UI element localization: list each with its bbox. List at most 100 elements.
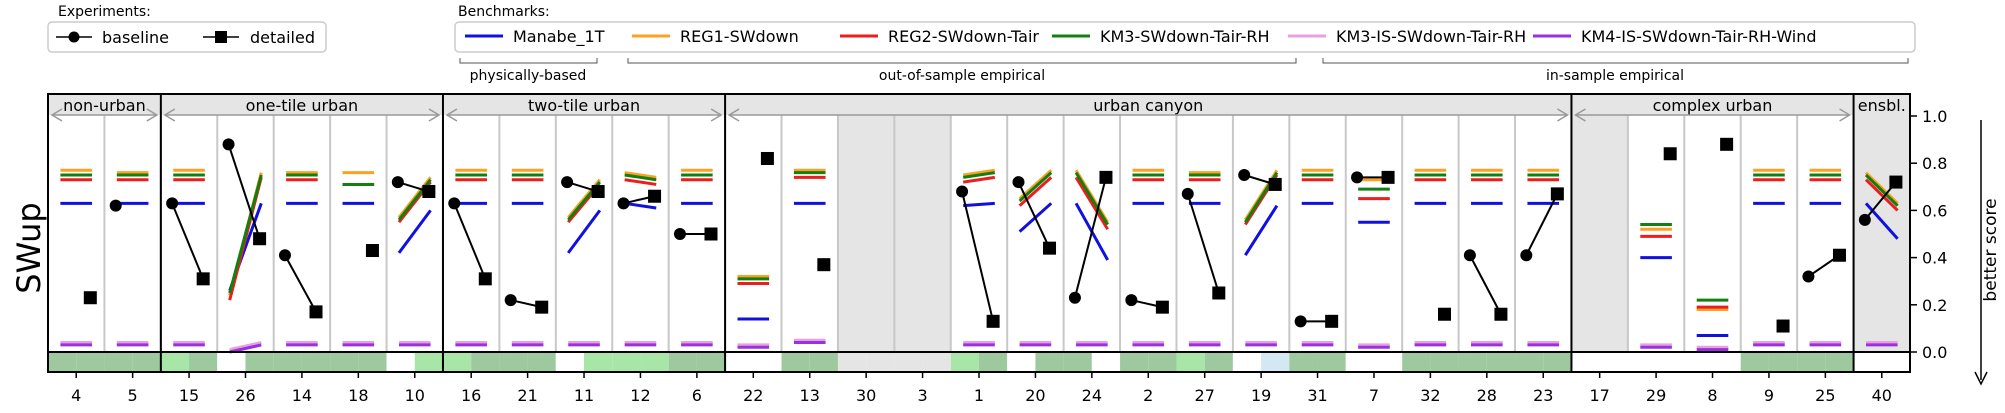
x-tick-label: 18 — [348, 386, 368, 405]
surface-strip — [76, 353, 105, 372]
baseline-point — [1520, 249, 1533, 262]
surface-strip — [584, 353, 613, 372]
detailed-point — [1099, 170, 1113, 184]
x-tick-label: 2 — [1143, 386, 1153, 405]
surface-strip — [1373, 353, 1403, 372]
surface-strip — [189, 353, 218, 372]
better-score-arrow — [1974, 120, 1988, 386]
x-tick-label: 28 — [1477, 386, 1497, 405]
surface-strip — [612, 353, 641, 372]
surface-strip — [217, 353, 246, 372]
legend-detailed-marker — [215, 31, 227, 43]
baseline-point — [1125, 294, 1138, 307]
detailed-point — [1776, 319, 1790, 333]
benchmark-line-km3 — [1074, 171, 1109, 226]
benchmark-line-manabe — [963, 201, 995, 208]
surface-strip — [866, 353, 895, 372]
surface-strip — [1599, 353, 1628, 372]
baseline-point — [166, 197, 179, 210]
experiment-connector — [961, 191, 995, 322]
empty-site-background — [837, 115, 895, 352]
surface-strip — [330, 353, 359, 372]
surface-strip — [1656, 353, 1685, 372]
baseline-point — [278, 249, 291, 262]
surface-strip — [781, 353, 810, 372]
x-tick-label: 16 — [461, 386, 481, 405]
x-tick-label: 25 — [1815, 386, 1835, 405]
detailed-point — [1155, 300, 1169, 314]
x-tick-label: 30 — [856, 386, 876, 405]
surface-strip — [1035, 353, 1064, 372]
detailed-point — [986, 314, 1000, 328]
benchmark-line-manabe — [397, 209, 432, 254]
baseline-point — [1012, 176, 1025, 189]
baseline-point — [1802, 270, 1815, 283]
legend-baseline-marker — [68, 31, 80, 43]
x-tick-label: 32 — [1420, 386, 1440, 405]
baseline-point — [1181, 187, 1194, 200]
surface-strip — [1007, 353, 1036, 372]
detailed-point — [1325, 314, 1339, 328]
benchmark-line-km3 — [624, 173, 657, 182]
surface-strip — [1430, 353, 1459, 372]
benchmark-line-manabe — [1864, 202, 1899, 240]
x-tick-label: 26 — [235, 386, 255, 405]
benchmark-items: Manabe_1T REG1-SWdown REG2-SWdown-Tair KM3-… — [465, 27, 1817, 47]
better-score-label: better score — [1981, 198, 2001, 301]
group-physically-based: physically-based — [470, 68, 587, 84]
benchmark-line-km3 — [228, 174, 263, 294]
group-in-sample: in-sample empirical — [1546, 68, 1684, 84]
surface-strip — [1232, 353, 1262, 372]
benchmark-line-km3is — [229, 341, 262, 352]
benchmark-legend-label: REG1-SWdown — [680, 27, 799, 46]
surface-strip — [1797, 353, 1826, 372]
detailed-point — [253, 232, 267, 246]
x-tick-label: 11 — [574, 386, 594, 405]
baseline-point — [1351, 171, 1364, 184]
x-tick-label: 7 — [1369, 386, 1379, 405]
surface-strip — [837, 353, 867, 372]
baseline-point — [1238, 169, 1251, 181]
detailed-point — [648, 189, 662, 203]
experiment-connector — [227, 144, 261, 240]
surface-strip — [48, 353, 77, 372]
detailed-point — [1550, 187, 1564, 201]
surface-strip — [1345, 353, 1374, 372]
benchmark-legend-label: Manabe_1T — [513, 27, 605, 47]
detailed-point — [1438, 307, 1451, 321]
detailed-point — [365, 244, 379, 258]
detailed-point — [535, 300, 549, 314]
group-out-of-sample: out-of-sample empirical — [879, 68, 1045, 84]
x-tick-label: 10 — [405, 386, 425, 405]
surface-strip — [1768, 353, 1798, 372]
surface-strip — [1515, 353, 1544, 372]
benchmark-line-reg2 — [1018, 176, 1053, 207]
surface-strip — [1261, 353, 1290, 372]
group-label: ensbl. — [1858, 96, 1906, 115]
surface-strip — [922, 353, 951, 372]
benchmark-line-reg2 — [1864, 178, 1899, 212]
x-tick-label: 3 — [917, 386, 927, 405]
group-arrow-head — [1573, 108, 1586, 122]
experiment-connector — [1073, 177, 1107, 298]
surface-strip — [1289, 353, 1318, 372]
benchmark-line-manabe — [567, 209, 602, 254]
detailed-point — [1832, 248, 1846, 262]
surface-strip — [668, 353, 697, 372]
benchmark-line-reg2 — [1074, 176, 1109, 231]
x-tick-label: 23 — [1533, 386, 1553, 405]
group-label: urban canyon — [1093, 96, 1203, 115]
detailed-point — [1268, 177, 1282, 191]
legend-detailed-label: detailed — [250, 28, 315, 47]
empty-site-background — [1571, 115, 1628, 352]
surface-strip — [1317, 353, 1346, 372]
experiments-legend-box — [47, 21, 327, 53]
surface-strip — [132, 353, 161, 372]
benchmark-line-reg1 — [624, 171, 657, 179]
surface-strip — [1148, 353, 1177, 372]
benchmarks-legend: Benchmarks: Manabe_1T REG1-SWdown REG2-SWd… — [454, 4, 1916, 84]
detailed-point — [817, 258, 831, 272]
x-tick-label: 15 — [179, 386, 199, 405]
surface-strip — [386, 353, 415, 372]
